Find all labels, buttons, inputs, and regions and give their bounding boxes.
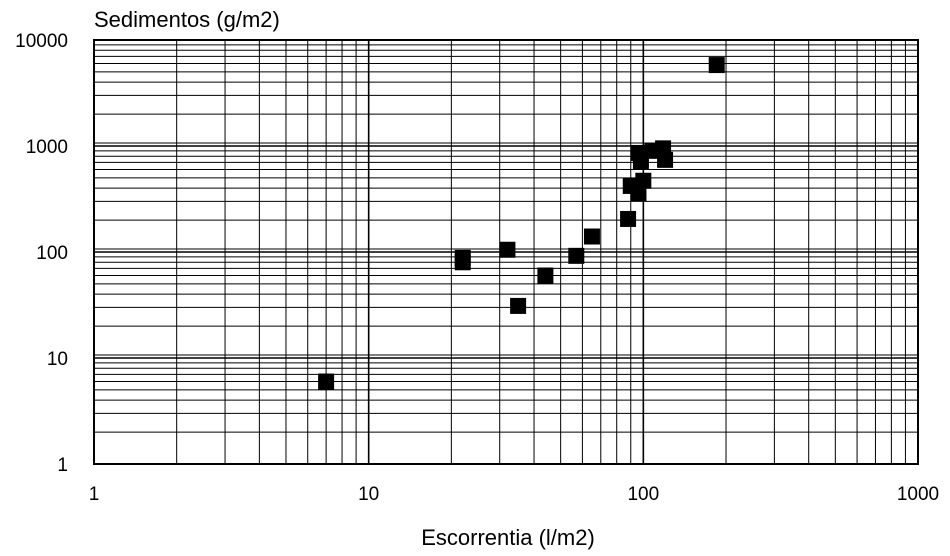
data-point — [657, 151, 674, 168]
x-tick-label: 10 — [358, 484, 379, 505]
data-point — [630, 185, 647, 202]
data-point — [635, 172, 652, 189]
data-point — [568, 247, 585, 264]
y-tick-label: 100 — [36, 243, 68, 264]
y-tick-label: 10000 — [15, 31, 68, 52]
y-tick-label: 10 — [47, 349, 68, 370]
data-points — [318, 57, 725, 390]
plot-frame — [93, 39, 919, 465]
x-tick-label: 100 — [627, 484, 659, 505]
x-tick-labels: 1 10 100 1000 — [89, 484, 939, 505]
data-point — [454, 249, 471, 266]
data-point — [510, 297, 527, 314]
data-point — [620, 210, 637, 227]
data-point — [318, 373, 335, 390]
data-point — [708, 57, 725, 74]
data-point — [499, 241, 516, 258]
y-tick-labels: 1 10 100 1000 10000 — [15, 31, 68, 476]
x-tick-label: 1 — [89, 484, 100, 505]
y-axis-title: Sedimentos (g/m2) — [94, 7, 280, 32]
grid-lines — [93, 40, 918, 465]
y-tick-label: 1000 — [26, 137, 68, 158]
x-tick-label: 1000 — [897, 484, 939, 505]
y-tick-label: 1 — [57, 455, 68, 476]
data-point — [537, 267, 554, 284]
x-axis-title: Escorrentia (l/m2) — [421, 525, 595, 550]
data-point — [583, 228, 600, 245]
